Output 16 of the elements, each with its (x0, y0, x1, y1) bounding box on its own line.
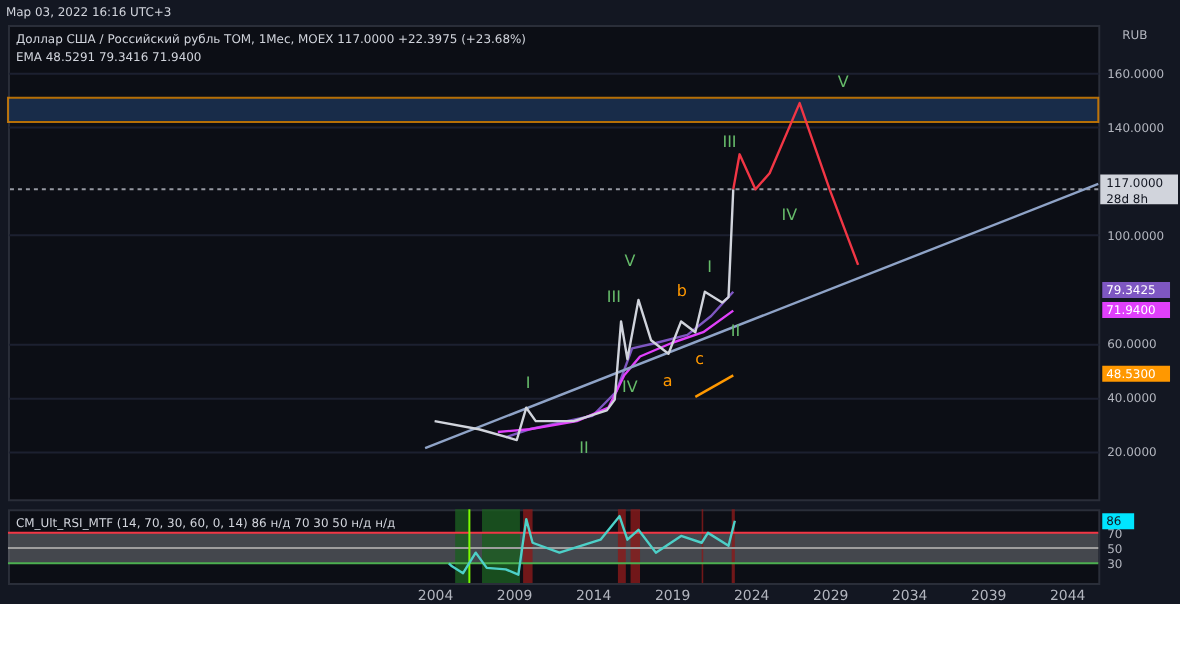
annotation: II (579, 439, 589, 458)
annotation: V (624, 252, 637, 271)
line-series (732, 101, 860, 267)
annotation: c (695, 349, 705, 368)
annotation: b (676, 282, 687, 301)
annotation: a (662, 371, 673, 390)
annotation: V (837, 72, 850, 91)
line-series (433, 188, 735, 442)
annotation: I (525, 373, 531, 392)
line-series (496, 309, 735, 434)
annotation: II (730, 321, 741, 340)
annotation: III (606, 288, 621, 306)
annotation: IV (622, 377, 639, 396)
annotation: I (707, 258, 712, 277)
annotation: IV (781, 206, 799, 225)
annotation: III (722, 132, 737, 151)
